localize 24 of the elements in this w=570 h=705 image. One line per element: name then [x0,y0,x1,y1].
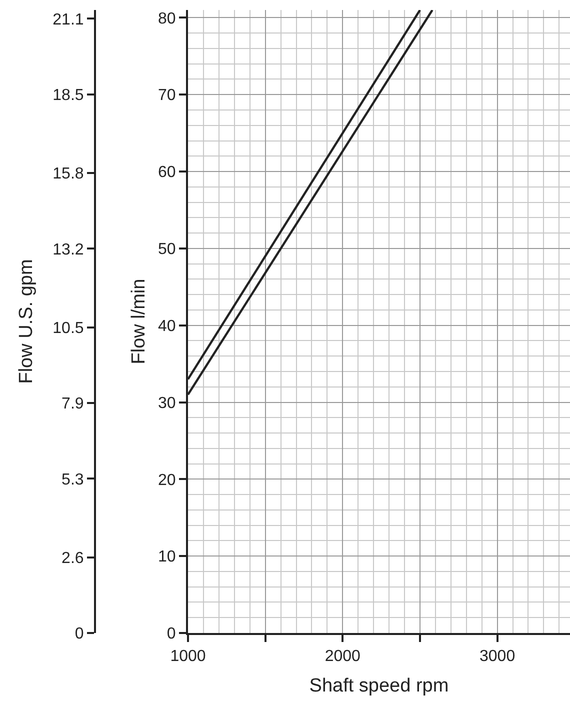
x-axis-title: Shaft speed rpm [309,676,449,696]
y2-tick-label: 5.3 [62,471,84,488]
y2-tick-label: 2.6 [62,550,84,567]
y-tick-label: 80 [158,10,176,28]
y-axis-title: Flow l/min [128,278,150,364]
y2-tick-label: 18.5 [52,87,84,104]
y-tick-label: 60 [158,164,176,182]
y-tick-label: 0 [166,626,176,643]
y-tick-label: 50 [158,241,176,258]
y2-tick-label: 10.5 [52,320,84,337]
y2-tick-label: 13.2 [52,241,84,258]
x-tick-label: 3000 [480,648,516,666]
y2-tick-label: 15.8 [52,166,84,183]
y-tick-label: 10 [158,548,176,566]
x-tick-label: 1000 [170,648,206,666]
y-tick-label: 20 [158,472,176,489]
y2-tick-label: 21.1 [52,11,84,28]
y-tick-label: 40 [158,318,176,335]
y2-tick-label: 7.9 [62,396,84,413]
x-tick-label: 2000 [324,648,361,666]
y2-tick-label: 0 [74,626,84,643]
y2-axis-title: Flow U.S. gpm [16,259,38,384]
y-tick-label: 70 [158,87,176,104]
y-tick-label: 30 [158,394,176,412]
